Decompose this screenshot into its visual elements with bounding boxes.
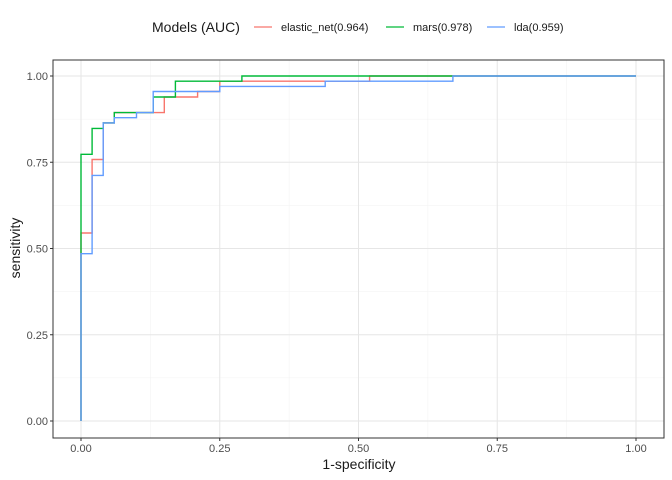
y-axis-ticks: 0.00 0.25 0.50 0.75 1.00: [27, 71, 53, 428]
x-axis-ticks: 0.00 0.25 0.50 0.75 1.00: [70, 438, 647, 455]
legend-title: Models (AUC): [152, 19, 240, 35]
x-tick-label: 0.75: [487, 443, 508, 455]
legend: Models (AUC) elastic_net(0.964) mars(0.97…: [152, 19, 564, 35]
series-lines: [80, 75, 636, 421]
y-tick-label: 0.75: [27, 157, 48, 169]
x-axis-title: 1-specificity: [322, 456, 395, 472]
x-tick-label: 0.25: [209, 443, 230, 455]
legend-label-elastic-net: elastic_net(0.964): [281, 22, 368, 34]
legend-label-mars: mars(0.978): [413, 22, 472, 34]
grid-major: [53, 60, 664, 438]
series-line-mars: [80, 75, 636, 421]
x-tick-label: 0.50: [348, 443, 369, 455]
x-tick-label: 0.00: [70, 443, 91, 455]
legend-items: elastic_net(0.964) mars(0.978) lda(0.959): [254, 22, 564, 34]
y-axis-title: sensitivity: [7, 218, 23, 279]
y-tick-label: 0.50: [27, 244, 48, 256]
plot-area: [52, 59, 665, 439]
y-tick-label: 0.00: [27, 416, 48, 428]
series-line-elastic-net: [80, 75, 636, 421]
x-tick-label: 1.00: [625, 443, 646, 455]
series-line-lda: [80, 75, 636, 421]
legend-label-lda: lda(0.959): [514, 22, 564, 34]
y-tick-label: 0.25: [27, 330, 48, 342]
y-tick-label: 1.00: [27, 71, 48, 83]
